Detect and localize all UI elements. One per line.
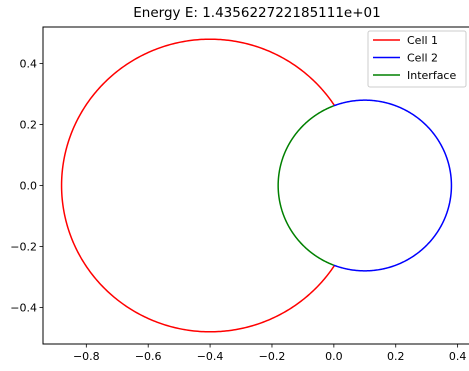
legend-label-cell-1: Cell 1 [407,34,438,47]
legend: Cell 1 Cell 2 Interface [367,30,467,88]
legend-label-interface: Interface [407,69,456,82]
x-axis: −0.8 −0.6 −0.4 −0.2 0.0 0.2 0.4 [73,344,466,363]
chart-title: Energy E: 1.435622722185111e+01 [133,5,380,21]
series-line-cell-1 [60,38,336,333]
y-axis: −0.4 −0.2 0.0 0.2 0.4 [10,58,43,314]
x-tick-label: 0.4 [449,350,467,363]
legend-items: Cell 1 Cell 2 Interface [373,34,456,82]
y-tick-label: 0.0 [20,180,38,193]
legend-label-cell-2: Cell 2 [407,52,438,65]
y-tick-label: −0.4 [10,301,37,314]
x-tick-label: −0.6 [135,350,162,363]
series-layer [60,38,453,333]
legend-box [367,30,467,88]
x-tick-label: −0.8 [73,350,100,363]
y-tick-label: 0.4 [20,58,38,71]
x-tick-label: 0.0 [325,350,343,363]
x-tick-label: −0.2 [259,350,286,363]
x-tick-label: −0.4 [197,350,224,363]
y-tick-label: 0.2 [20,119,38,132]
series-line-cell-2 [333,99,453,272]
x-tick-label: 0.2 [387,350,405,363]
series-line-interface [277,105,334,266]
y-tick-label: −0.2 [10,240,37,253]
